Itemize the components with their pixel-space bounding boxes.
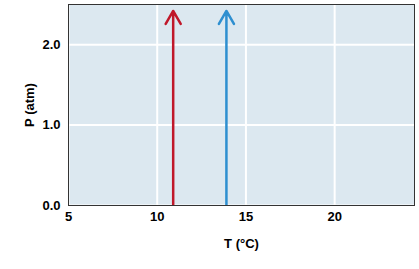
svg-text:P (atm): P (atm)	[22, 83, 37, 127]
svg-text:0.0: 0.0	[42, 198, 60, 213]
svg-text:1.0: 1.0	[42, 117, 60, 132]
svg-text:2.0: 2.0	[42, 37, 60, 52]
svg-text:20: 20	[327, 209, 341, 224]
svg-text:5: 5	[65, 209, 72, 224]
svg-text:15: 15	[239, 209, 253, 224]
svg-text:T (°C): T (°C)	[224, 236, 259, 251]
svg-text:10: 10	[150, 209, 164, 224]
